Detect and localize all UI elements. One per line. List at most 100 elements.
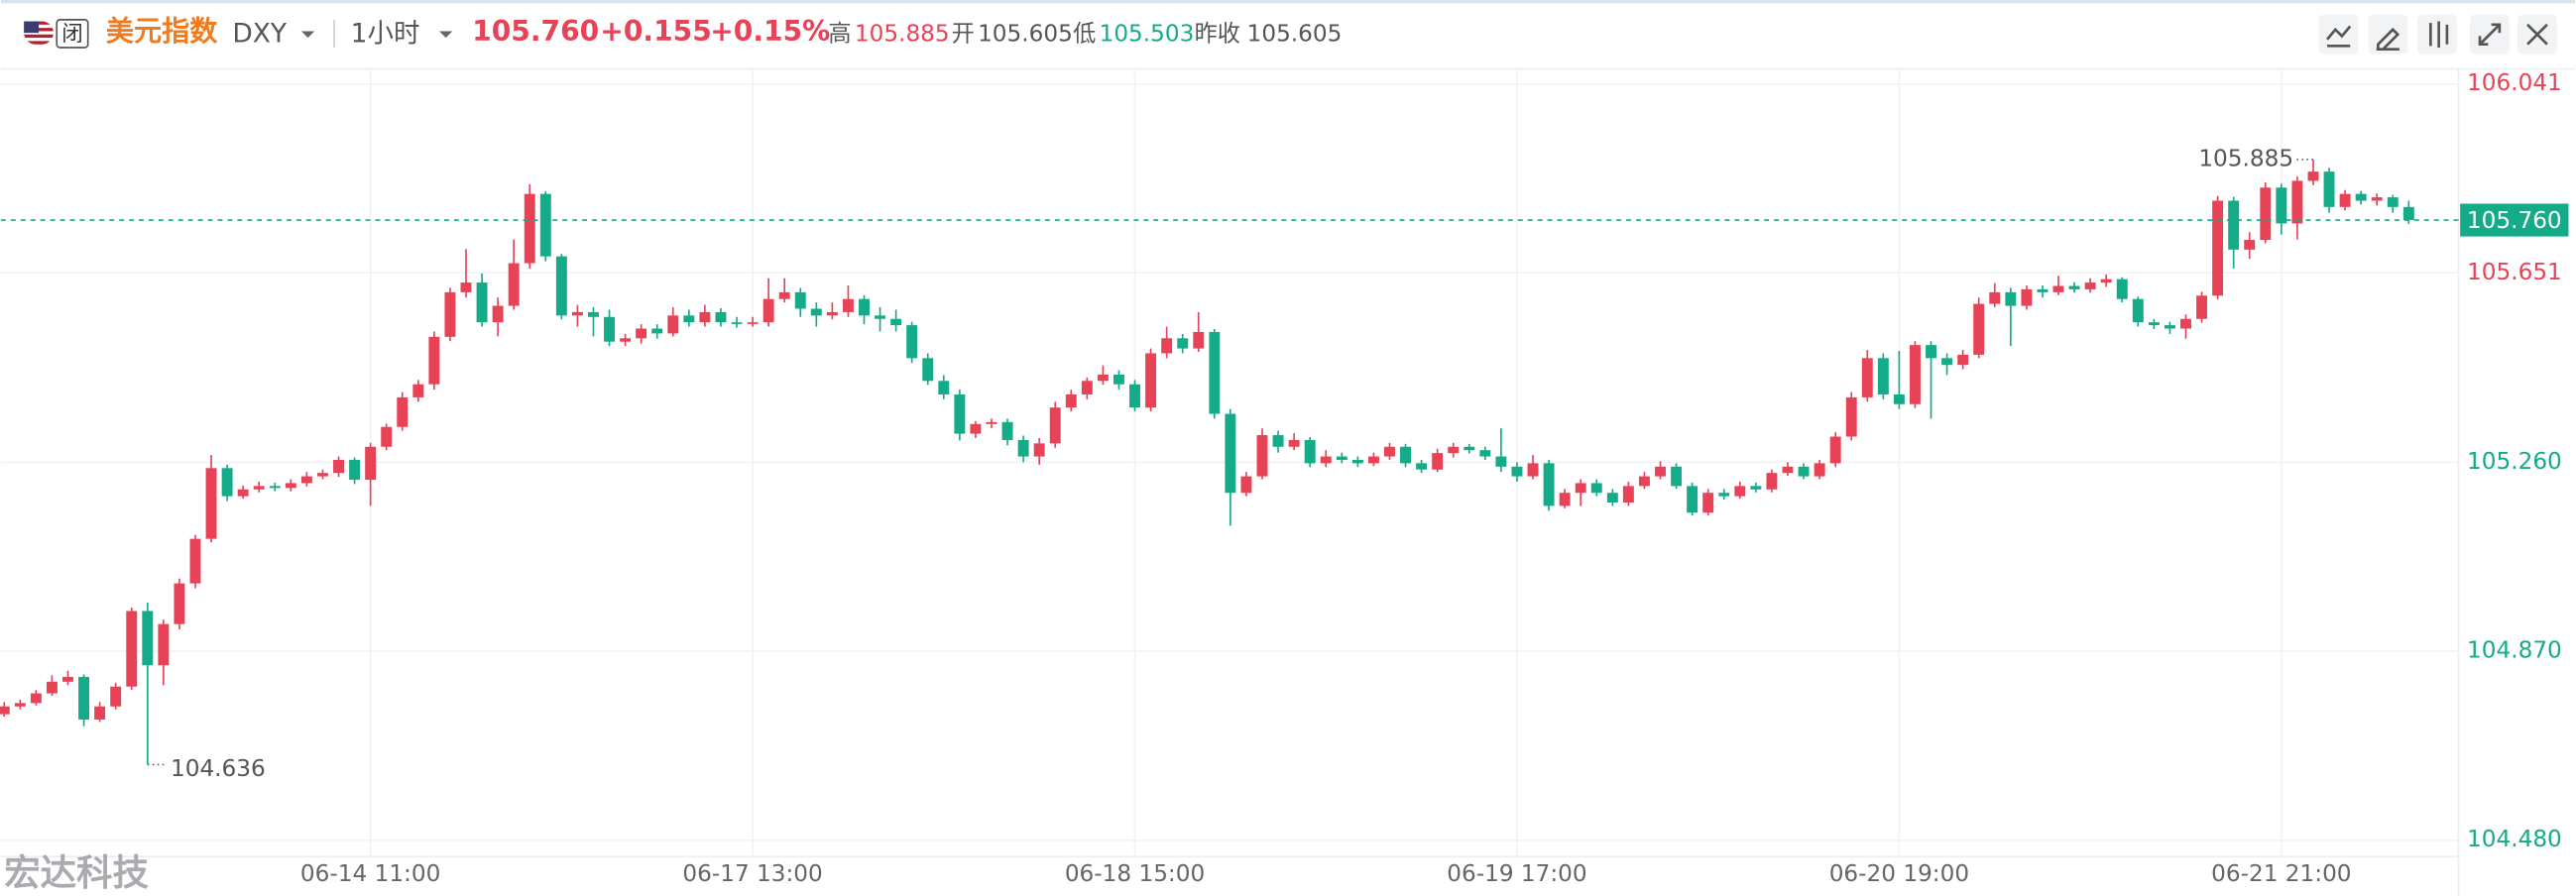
candle-body [1416,463,1428,470]
candle-body [1543,463,1555,506]
candle-body [620,338,632,342]
candle-body [1464,446,1475,451]
candle-body [1511,466,1523,477]
x-tick-label: 06-20 19:00 [1829,860,1969,887]
candle-body [158,623,170,666]
y-tick-label: 105.260 [2467,448,2562,475]
candle-body [2276,187,2287,224]
candle-body [349,459,361,481]
candle-body [1718,493,1730,497]
candle-body [604,316,616,342]
candle-body [1798,466,1810,477]
candle-body [285,483,296,489]
candle-body [747,322,759,324]
candle-body [1209,331,1221,414]
candle-body [1941,358,1953,366]
chart-type-button[interactable] [2417,14,2457,55]
candle-body [2084,282,2096,289]
candle-body [986,421,997,424]
candle-body [794,291,806,309]
candle-body [2164,325,2175,329]
x-tick-label: 06-18 15:00 [1065,860,1205,887]
dropdown-caret[interactable] [439,31,453,39]
candle-body [1559,493,1571,506]
candle-body [94,706,106,720]
candle-body [2052,285,2064,292]
candle-body [1256,435,1268,477]
candle-body [1272,435,1284,447]
candle-body [1734,486,1746,497]
candle-body [1622,486,1634,503]
candle-body [1225,413,1236,494]
candle-body [1320,456,1332,464]
candle-body [14,703,26,707]
candle-body [2339,193,2351,207]
high-value: 105.885 [855,20,950,47]
candle-body [78,676,90,720]
candle-body [269,486,281,489]
dropdown-caret[interactable] [300,31,315,39]
candle-body [1973,303,1985,355]
change-pct: +0.15% [710,15,830,48]
toolbar-glyphs [2326,21,2548,51]
candle-body [1638,476,1650,487]
candle-body [524,193,535,264]
candle-body [1113,374,1124,385]
candle-body [890,318,902,326]
candle-body [1240,476,1252,494]
candle-body [1910,345,1921,404]
candle-body [1893,393,1905,404]
candle-body [221,468,233,497]
candle-body [2228,200,2240,250]
candle-body [1766,473,1778,490]
candle-body [46,681,58,694]
candle-body [2355,193,2367,201]
candle-body [1957,354,1969,366]
candle-body [2260,187,2272,241]
candle-body [205,468,217,539]
low-value: 105.503 [1100,20,1195,47]
prev-close-label: 昨收 [1195,20,1240,47]
candle-body [1129,384,1140,408]
candle-body [588,311,599,317]
candle-body [189,538,201,584]
candle-body [970,423,982,434]
candle-body [2116,279,2128,299]
candle-body [954,393,966,434]
candle-body [381,426,393,447]
candle-body [762,298,774,323]
candle-body [2387,197,2399,207]
change: +0.155 [600,15,712,48]
candle-body [237,489,249,497]
candle-body [2291,180,2303,224]
candle-body [810,308,822,316]
price: 105.760 [472,15,599,48]
candle-body [476,282,488,323]
candle-body [1400,446,1412,464]
candle-body [126,611,138,687]
instrument-name[interactable]: 美元指数 [106,15,218,48]
plot: 105.885 104.636 105.760 [0,145,2569,782]
candle-body [1989,291,2001,304]
candle-body [1671,466,1683,487]
candle-body [571,311,583,316]
candle-body [1926,345,1936,359]
high-annotation: 105.885 [2198,145,2293,171]
y-tick-label: 105.651 [2467,259,2562,285]
candle-body [2402,206,2414,221]
candle-body [1065,393,1077,408]
candle-body [316,473,328,477]
open-label: 开 [952,20,975,47]
candle-body [842,298,854,312]
instrument-symbol[interactable]: DXY [232,18,288,49]
interval[interactable]: 1小时 [351,18,420,49]
candle-body [2037,288,2049,292]
candle-body [444,291,456,337]
candle-body [1288,439,1300,447]
candle-body [651,328,663,334]
candle-body [667,315,679,334]
flag-icon [24,21,54,45]
y-tick-label: 104.480 [2467,826,2562,852]
